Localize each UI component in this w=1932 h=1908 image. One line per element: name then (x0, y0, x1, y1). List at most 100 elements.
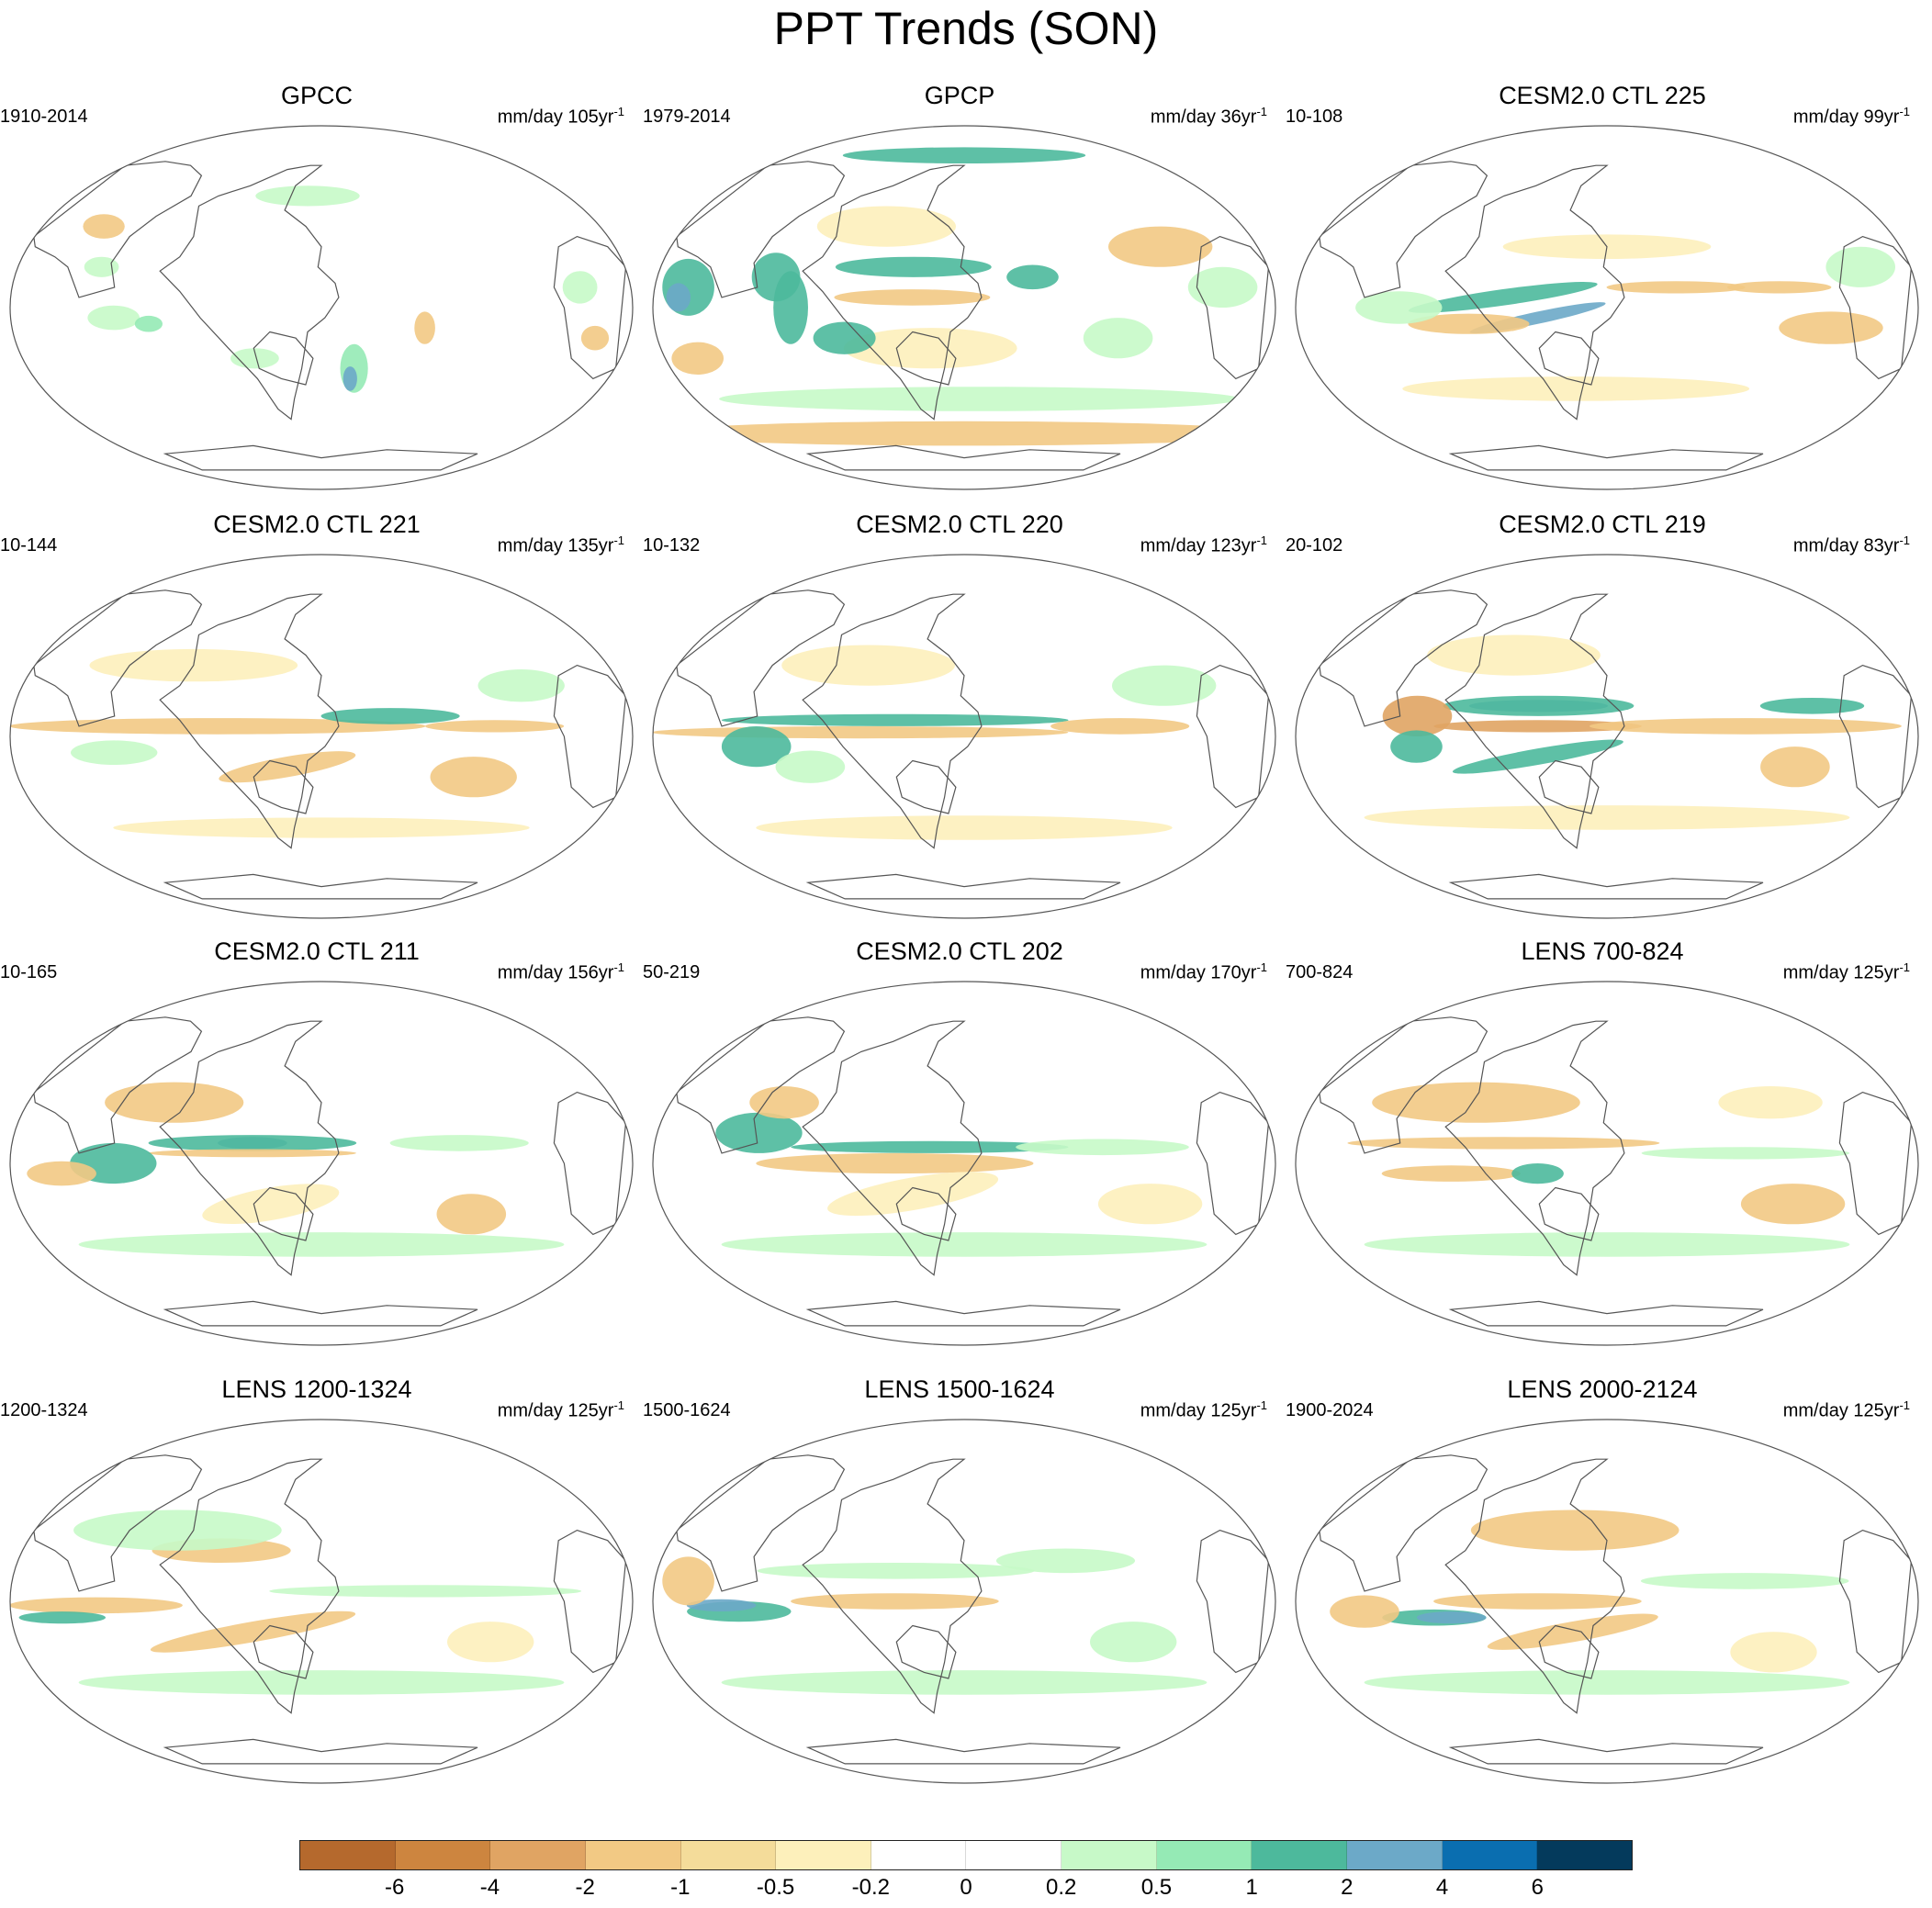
panel-title: CESM2.0 CTL 202 (856, 937, 1063, 965)
coastline (163, 1738, 478, 1765)
map-border (1295, 981, 1919, 1346)
trend-region (389, 1135, 529, 1151)
panel-units-text: mm/day 135yr (497, 535, 614, 556)
panel-title: GPCP (924, 82, 995, 109)
colorbar-label: 4 (1435, 1875, 1449, 1900)
trend-region (10, 1597, 183, 1614)
coastline (33, 1016, 203, 1154)
trend-region (1390, 730, 1443, 763)
panel-title: CESM2.0 CTL 225 (1499, 82, 1706, 109)
trend-region (666, 283, 691, 312)
colorbar-label: 0 (960, 1875, 972, 1900)
colorbar-label: 1 (1245, 1875, 1258, 1900)
panel-units: mm/day 125yr-1 (1140, 1395, 1267, 1422)
trend-region (721, 1232, 1208, 1257)
trend-region (10, 718, 426, 735)
colorbar-label: -1 (670, 1875, 691, 1900)
panel-title: LENS 1200-1324 (221, 1375, 412, 1403)
map-panel: GPCC 1910-2014 mm/day 105yr-1 (0, 81, 634, 503)
colorbar-label: -4 (479, 1875, 500, 1900)
panel-units: mm/day 125yr-1 (498, 1395, 624, 1422)
trend-region (27, 1161, 96, 1186)
trend-region (791, 1593, 999, 1610)
trend-region (1740, 1184, 1846, 1225)
trend-region (1779, 311, 1883, 344)
panel-units-exponent: -1 (1256, 960, 1267, 974)
panel-units-text: mm/day 99yr (1792, 107, 1900, 128)
map-border (652, 125, 1276, 490)
panel-units-exponent: -1 (1256, 533, 1267, 547)
coastline (1196, 1091, 1270, 1236)
map-background (10, 126, 633, 489)
trend-region (562, 271, 598, 304)
map-background (1296, 982, 1918, 1345)
colorbar-segment (966, 1841, 1062, 1869)
trend-region (816, 206, 956, 247)
trend-region (843, 328, 1017, 369)
coastline (1448, 1300, 1764, 1327)
world-map (1295, 1419, 1919, 1784)
map-border (652, 981, 1276, 1346)
trend-region (134, 315, 163, 332)
trend-region (756, 815, 1173, 840)
coastline (676, 589, 846, 727)
colorbar-label: -0.5 (756, 1875, 795, 1900)
coastline (159, 1020, 340, 1276)
coastline (253, 759, 314, 814)
panel-period: 700-824 (1286, 962, 1354, 982)
panel-units-exponent: -1 (613, 533, 624, 547)
trend-region (1825, 246, 1895, 287)
map-border (652, 1419, 1276, 1784)
trend-region (721, 1670, 1208, 1695)
colorbar-segment (1061, 1841, 1157, 1869)
trend-region (269, 1585, 582, 1598)
colorbar-labels: -6 -4 -2 -1 -0.5 -0.2 0 0.2 0.5 1 2 4 6 (299, 1875, 1633, 1904)
trend-region (320, 708, 460, 724)
panel-title: LENS 2000-2124 (1507, 1375, 1698, 1403)
trend-region (580, 325, 610, 351)
coastline (802, 1020, 983, 1276)
colorbar-segment (776, 1841, 871, 1869)
panel-units-exponent: -1 (613, 105, 624, 118)
colorbar-segment (300, 1841, 396, 1869)
trend-region (1364, 1232, 1850, 1257)
panel-units-text: mm/day 125yr (1782, 962, 1900, 983)
trend-region (757, 1563, 1035, 1579)
panel-units-exponent: -1 (1899, 1398, 1910, 1412)
panel-units-exponent: -1 (1256, 1398, 1267, 1412)
colorbar-label: -2 (575, 1875, 595, 1900)
trend-region (1006, 264, 1059, 290)
figure-title: PPT Trends (SON) (773, 3, 1159, 54)
panel-units-text: mm/day 105yr (497, 107, 614, 128)
panel-title: CESM2.0 CTL 211 (214, 937, 420, 965)
map-border (9, 554, 634, 919)
trend-region (662, 1556, 714, 1606)
trend-region (1759, 698, 1865, 714)
map-border (1295, 1419, 1919, 1784)
map-border (1295, 125, 1919, 490)
trend-region (84, 256, 119, 277)
panel-units-exponent: -1 (1899, 533, 1910, 547)
coastline (1319, 589, 1488, 727)
coastline (802, 1458, 983, 1714)
panel-units: mm/day 170yr-1 (1140, 957, 1267, 984)
coastline (805, 1300, 1121, 1327)
coastline (553, 235, 627, 380)
trend-region (150, 1611, 356, 1653)
world-map (1295, 125, 1919, 490)
map-background (10, 982, 633, 1345)
trend-region (1347, 1137, 1660, 1150)
coastline (33, 589, 203, 727)
panel-period: 1200-1324 (0, 1400, 88, 1420)
map-border (9, 125, 634, 490)
panel-period: 50-219 (643, 962, 701, 982)
trend-region (773, 271, 808, 344)
trend-region (781, 645, 955, 686)
trend-region (1511, 1163, 1564, 1184)
map-panel: LENS 1200-1324 1200-1324 mm/day 125yr-1 (0, 1375, 634, 1797)
trend-region (1606, 281, 1746, 294)
coastline (1444, 164, 1625, 421)
trend-region (1589, 718, 1902, 735)
coastline (1838, 1529, 1913, 1674)
panel-title: GPCC (280, 82, 353, 109)
